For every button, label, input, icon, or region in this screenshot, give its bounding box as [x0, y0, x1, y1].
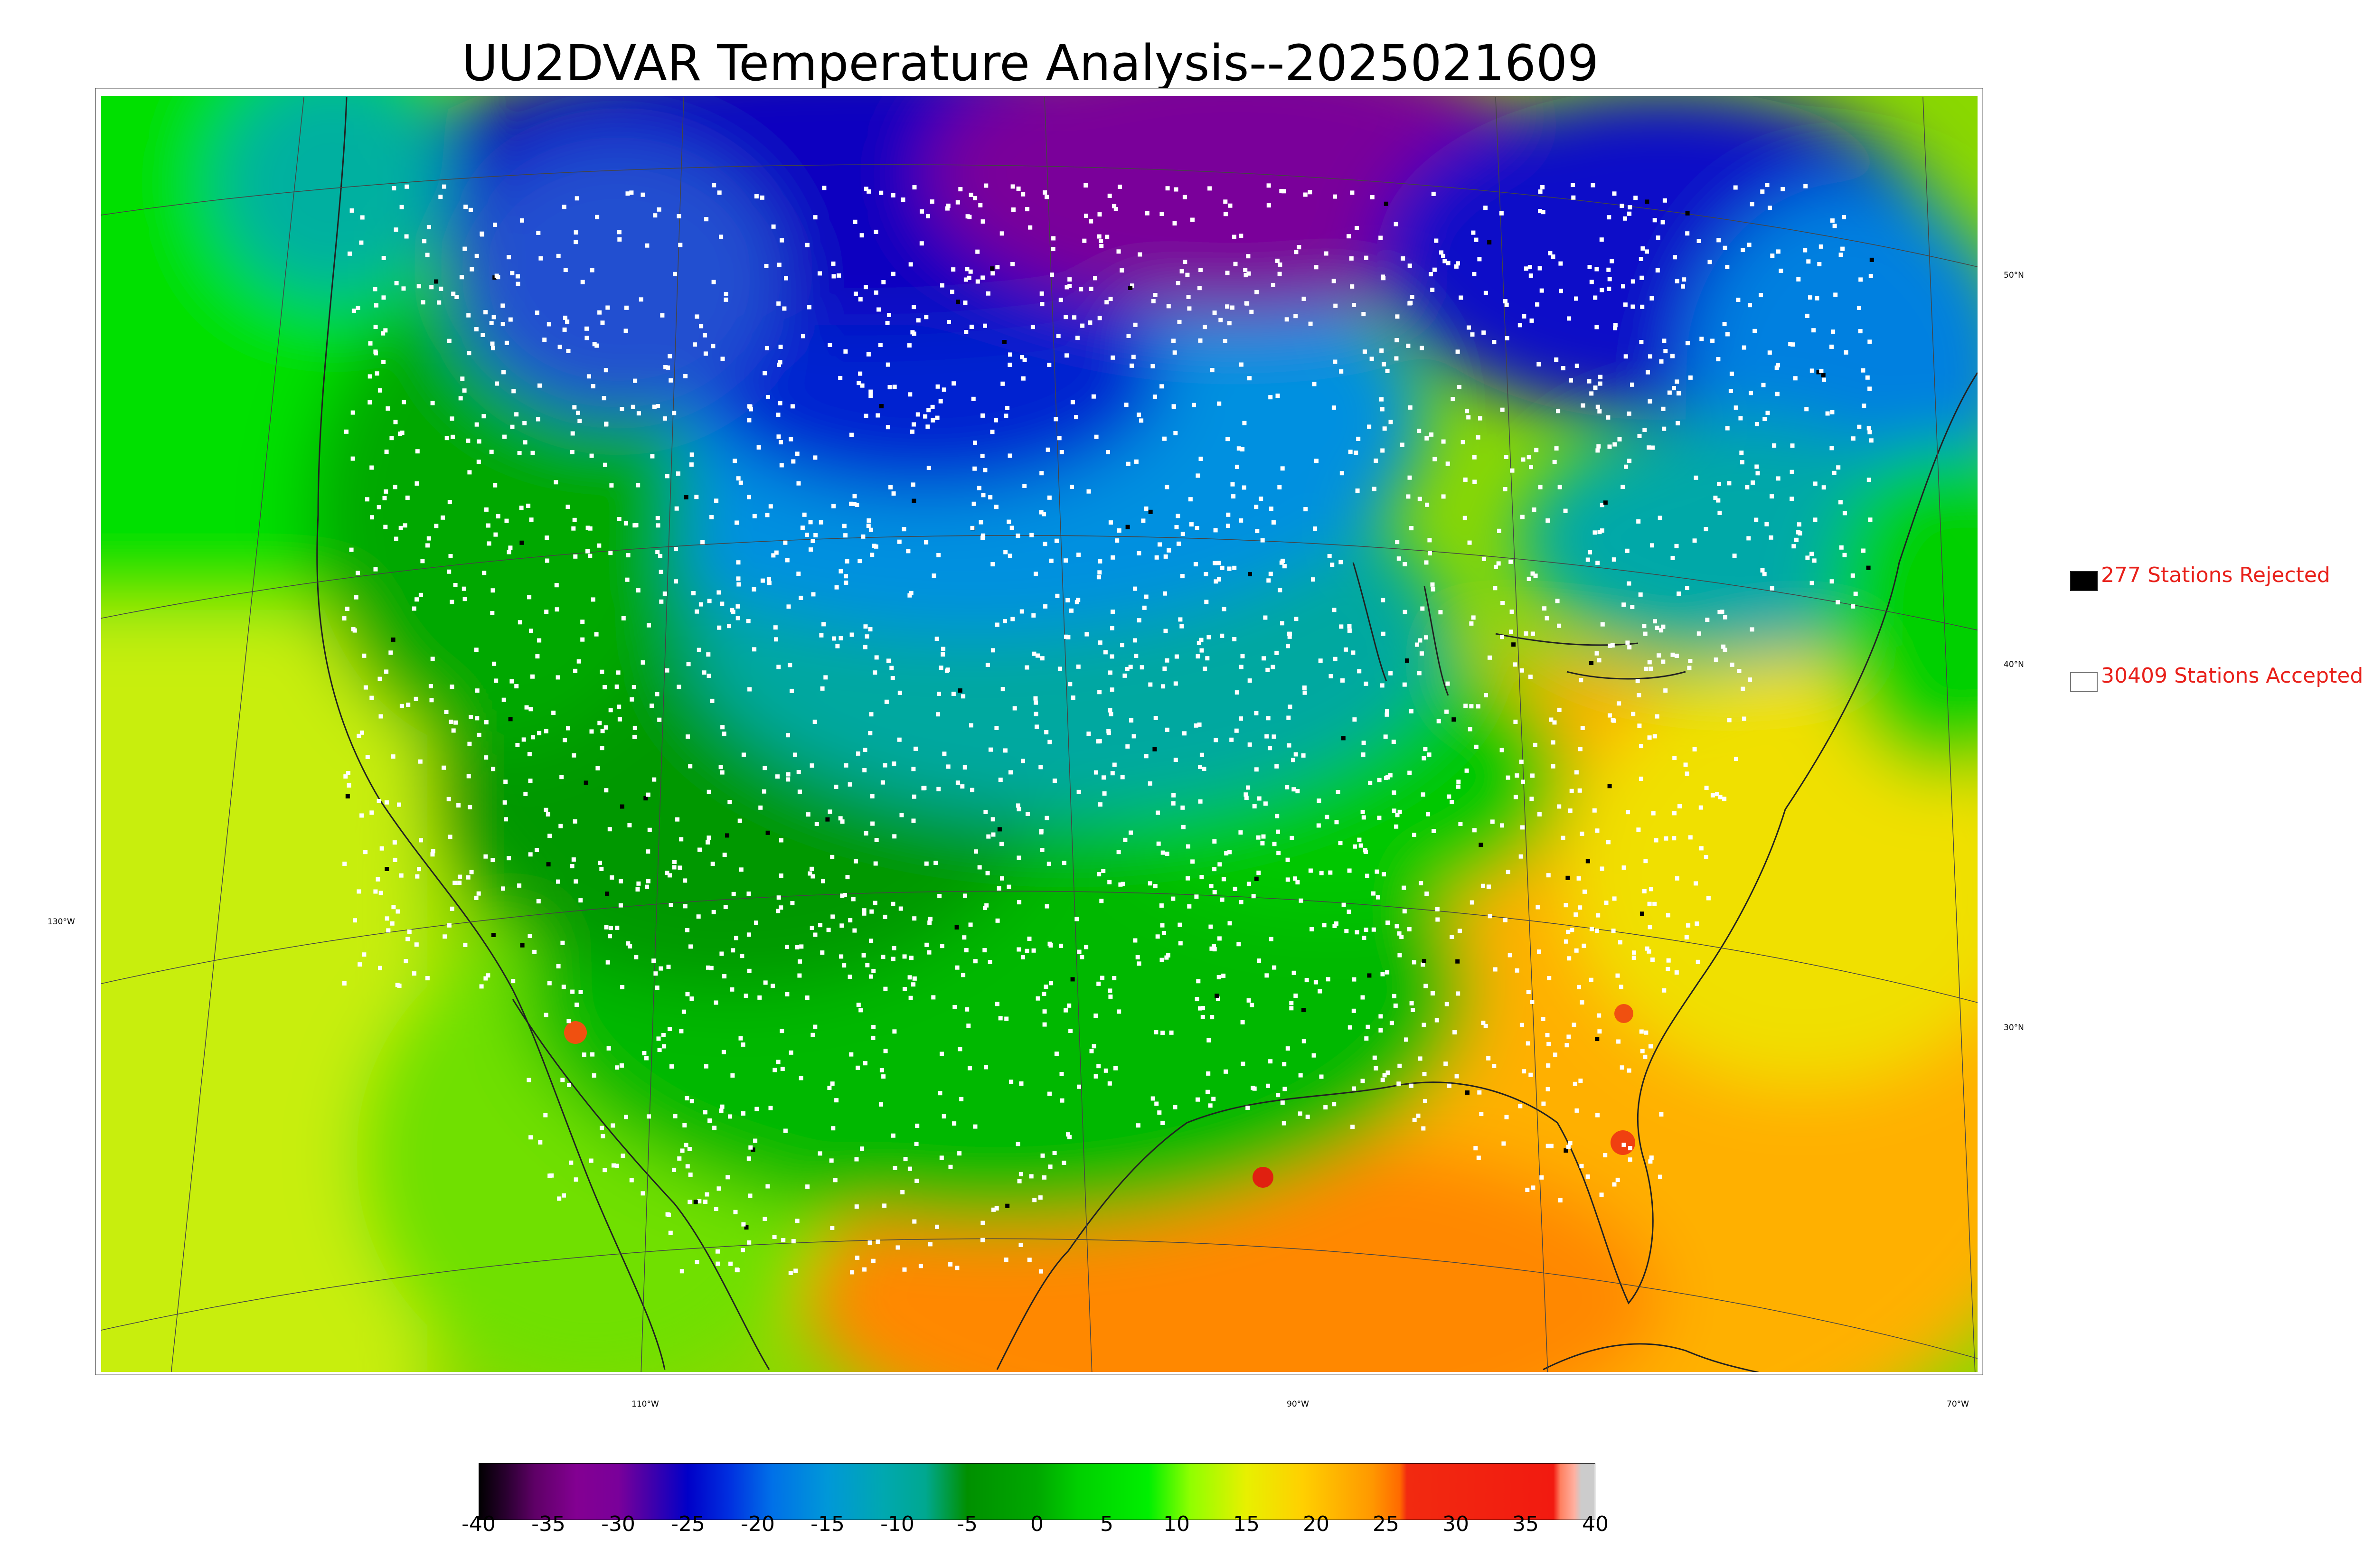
graticule	[101, 97, 1978, 1372]
colorbar-tick-label: 0	[1030, 1512, 1044, 1536]
colorbar-tick-label: -30	[601, 1512, 635, 1536]
rejected-legend-label: 277 Stations Rejected	[2101, 563, 2330, 587]
colorbar-tick-label: -40	[462, 1512, 496, 1536]
lon-label-130w: 130°W	[47, 917, 75, 927]
lat-label-50n: 50°N	[2004, 271, 2024, 280]
colorbar-tick-label: -5	[957, 1512, 978, 1536]
colorbar-tick-label: 5	[1100, 1512, 1113, 1536]
colorbar-tick-label: 35	[1512, 1512, 1539, 1536]
temperature-map	[95, 88, 1983, 1375]
colorbar-tick-label: -20	[741, 1512, 775, 1536]
colorbar-tick-label: -10	[880, 1512, 914, 1536]
accepted-legend-swatch	[2070, 672, 2098, 692]
colorbar-tick-label: -25	[671, 1512, 705, 1536]
lon-label-70w: 70°W	[1947, 1399, 1969, 1409]
colorbar-tick-label: 20	[1303, 1512, 1329, 1536]
lon-label-90w: 90°W	[1287, 1399, 1309, 1409]
colorbar-tick-label: -15	[810, 1512, 845, 1536]
lon-label-110w: 110°W	[631, 1399, 659, 1409]
accepted-legend-label: 30409 Stations Accepted	[2101, 664, 2364, 688]
colorbar-tick-label: 30	[1442, 1512, 1469, 1536]
coastline	[316, 97, 1978, 1372]
colorbar-tick-label: -35	[531, 1512, 565, 1536]
colorbar-tick-label: 10	[1163, 1512, 1190, 1536]
colorbar-tick-label: 40	[1582, 1512, 1609, 1536]
colorbar-tick-label: 15	[1233, 1512, 1260, 1536]
rejected-legend-swatch	[2070, 571, 2098, 591]
colorbar	[479, 1463, 1595, 1520]
lat-label-30n: 30°N	[2004, 1023, 2024, 1033]
station-markers	[342, 183, 1874, 1275]
colorbar-gradient	[479, 1463, 1595, 1520]
temperature-field	[101, 96, 1978, 1372]
lat-label-40n: 40°N	[2004, 660, 2024, 669]
colorbar-tick-label: 25	[1373, 1512, 1399, 1536]
map-title: UU2DVAR Temperature Analysis--2025021609	[462, 34, 1599, 92]
